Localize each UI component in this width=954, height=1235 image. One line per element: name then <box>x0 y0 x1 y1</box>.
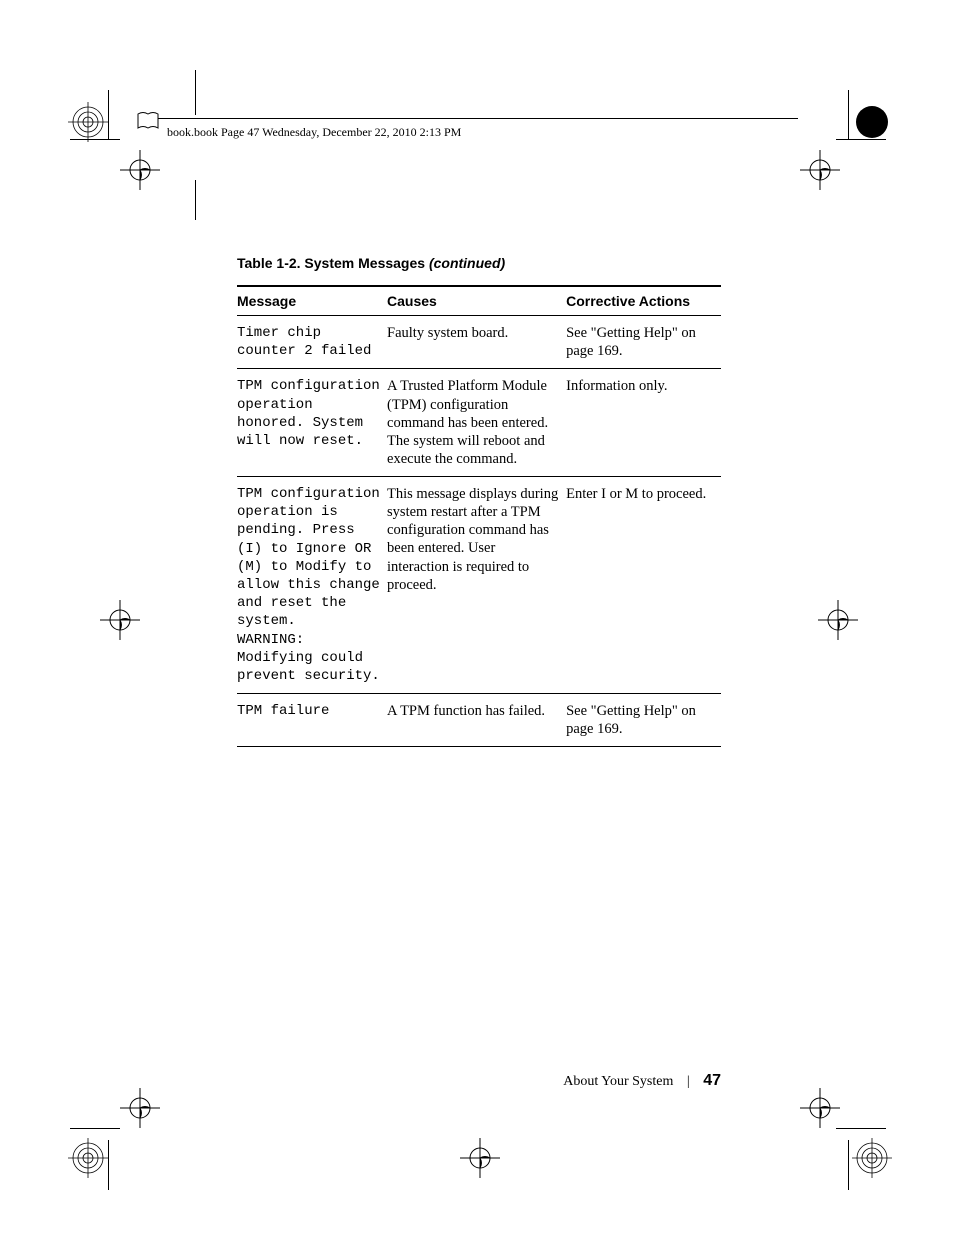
cell-cause: A TPM function has failed. <box>387 694 566 747</box>
cell-action: Enter I or M to proceed. <box>566 477 721 694</box>
cell-message: TPM failure <box>237 694 387 747</box>
col-message: Message <box>237 286 387 316</box>
crop-mark-icon <box>108 1140 109 1190</box>
reg-rosette-icon <box>852 1138 892 1178</box>
system-messages-table: Message Causes Corrective Actions Timer … <box>237 285 721 747</box>
crop-mark-icon <box>848 1140 849 1190</box>
crop-mark-icon <box>836 139 886 140</box>
crop-mark-icon <box>70 1128 120 1129</box>
crop-mark-icon <box>836 1128 886 1129</box>
reg-crosshair-icon <box>800 150 840 190</box>
reg-crosshair-icon <box>460 1138 500 1178</box>
table-caption: Table 1-2. System Messages (continued) <box>237 255 721 271</box>
cell-action: See "Getting Help" on page 169. <box>566 316 721 369</box>
page-content: Table 1-2. System Messages (continued) M… <box>237 255 721 747</box>
reg-crosshair-icon <box>120 1088 160 1128</box>
cell-message: Timer chip counter 2 failed <box>237 316 387 369</box>
crop-mark-icon <box>70 139 120 140</box>
page-number: 47 <box>703 1072 721 1089</box>
cell-message: TPM configuration operation honored. Sys… <box>237 369 387 477</box>
reg-crosshair-icon <box>800 1088 840 1128</box>
table-row: TPM configuration operation honored. Sys… <box>237 369 721 477</box>
caption-prefix: Table 1-2. System Messages <box>237 255 429 271</box>
footer-section: About Your System <box>563 1074 673 1089</box>
cell-cause: This message displays during system rest… <box>387 477 566 694</box>
col-causes: Causes <box>387 286 566 316</box>
cell-action: Information only. <box>566 369 721 477</box>
footer-separator: | <box>687 1074 690 1089</box>
book-icon <box>135 108 161 134</box>
crop-mark-icon <box>195 180 196 220</box>
cell-message: TPM configuration operation is pending. … <box>237 477 387 694</box>
crop-mark-icon <box>195 70 196 115</box>
header-rule <box>158 118 798 119</box>
reg-crosshair-icon <box>120 150 160 190</box>
page-footer: About Your System | 47 <box>237 1072 721 1090</box>
table-row: TPM failure A TPM function has failed. S… <box>237 694 721 747</box>
header-text: book.book Page 47 Wednesday, December 22… <box>167 125 461 140</box>
reg-rosette-icon <box>852 102 892 142</box>
caption-suffix: (continued) <box>429 255 505 271</box>
reg-crosshair-icon <box>818 600 858 640</box>
table-row: Timer chip counter 2 failed Faulty syste… <box>237 316 721 369</box>
cell-cause: A Trusted Platform Module (TPM) configur… <box>387 369 566 477</box>
cell-action: See "Getting Help" on page 169. <box>566 694 721 747</box>
crop-mark-icon <box>848 90 849 140</box>
crop-mark-icon <box>108 90 109 140</box>
table-header-row: Message Causes Corrective Actions <box>237 286 721 316</box>
cell-cause: Faulty system board. <box>387 316 566 369</box>
reg-rosette-icon <box>68 1138 108 1178</box>
table-row: TPM configuration operation is pending. … <box>237 477 721 694</box>
col-actions: Corrective Actions <box>566 286 721 316</box>
reg-rosette-icon <box>68 102 108 142</box>
reg-crosshair-icon <box>100 600 140 640</box>
